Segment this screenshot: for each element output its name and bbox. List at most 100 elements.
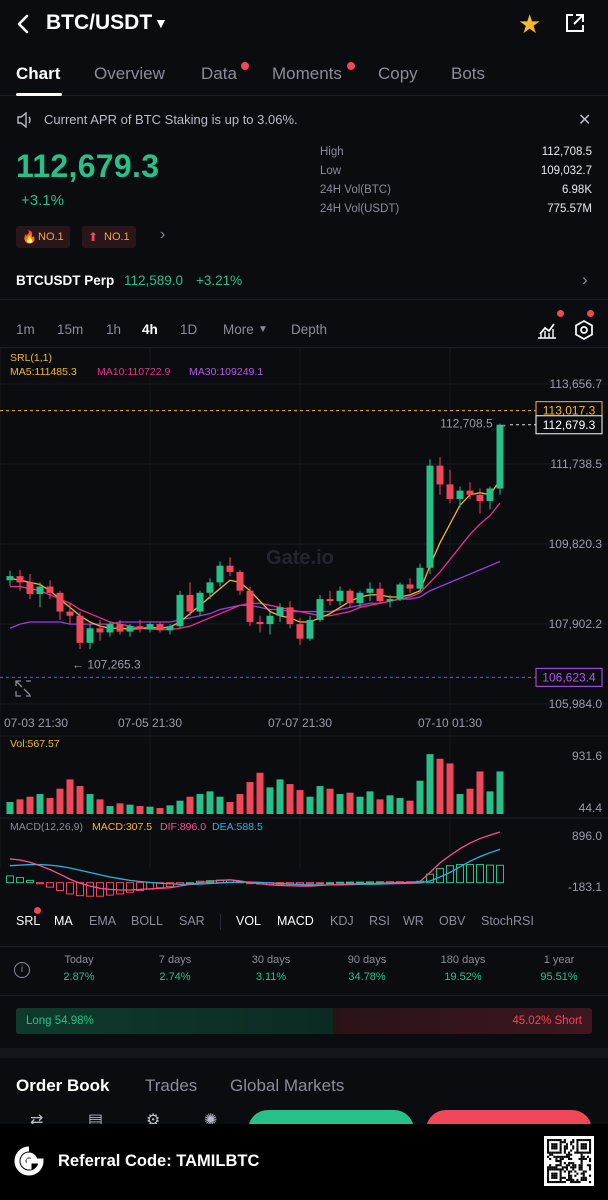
qr-module (580, 1139, 583, 1142)
divider (220, 914, 221, 930)
qr-module (570, 1141, 573, 1144)
qr-module (572, 1162, 575, 1165)
qr-module (555, 1166, 558, 1169)
star-icon[interactable]: ★ (518, 9, 542, 39)
close-icon[interactable]: ✕ (578, 112, 592, 129)
tab-copy[interactable]: Copy (378, 64, 418, 83)
qr-module (563, 1162, 566, 1165)
qr-module (553, 1143, 556, 1146)
volume-bar (76, 786, 84, 814)
qr-module (561, 1166, 564, 1169)
qr-module (582, 1157, 585, 1160)
qr-module (549, 1153, 552, 1156)
macd-histogram-bar (16, 877, 24, 884)
pair-title[interactable]: BTC/USDT (46, 11, 153, 34)
volume-bar (106, 806, 114, 814)
perp-row[interactable]: BTCUSDT Perp 112,589.0 +3.21% › (0, 262, 608, 300)
low-annotation: ← 107,265.3 (72, 658, 141, 672)
info-icon[interactable]: i (14, 962, 30, 978)
qr-module (553, 1176, 556, 1179)
interval-1h[interactable]: 1h (106, 322, 122, 337)
qr-module (570, 1174, 573, 1177)
interval-4h[interactable]: 4h (142, 322, 158, 337)
qr-module (553, 1172, 556, 1175)
price-chart[interactable]: Gate.io 113,656.7 111,738.5 109,820.3 107,90… (0, 348, 608, 908)
qr-module (555, 1143, 558, 1146)
badge-label: NO.1 (104, 231, 130, 243)
candle (36, 586, 44, 595)
indicator-stochrsi[interactable]: StochRSI (481, 914, 534, 928)
candle (16, 576, 24, 583)
back-arrow-icon[interactable] (12, 10, 36, 38)
qr-module (561, 1155, 564, 1158)
qr-module (561, 1168, 564, 1171)
share-icon[interactable] (564, 12, 586, 34)
qr-module (555, 1155, 558, 1158)
qr-module (570, 1143, 573, 1146)
candle (306, 619, 314, 639)
interval-depth[interactable]: Depth (291, 322, 328, 337)
candle (6, 576, 14, 581)
settings-eye-icon[interactable] (573, 319, 595, 341)
indicator-obv[interactable]: OBV (439, 914, 466, 928)
stat-value-vol-btc: 6.98K (561, 184, 592, 196)
chevron-down-icon[interactable]: ▼ (154, 15, 168, 31)
announcement-bar[interactable]: Current APR of BTC Staking is up to 3.06… (0, 108, 608, 132)
interval-1m[interactable]: 1m (16, 322, 35, 337)
qr-module (582, 1176, 585, 1179)
qr-module (559, 1151, 562, 1154)
interval-15m[interactable]: 15m (57, 322, 84, 337)
indicator-wr[interactable]: WR (403, 914, 424, 928)
qr-module (553, 1155, 556, 1158)
indicator-ma[interactable]: MA (54, 914, 73, 928)
qr-module (574, 1166, 577, 1169)
qr-module (576, 1149, 579, 1152)
qr-module (559, 1172, 562, 1175)
indicator-rsi[interactable]: RSI (369, 914, 390, 928)
tab-trades[interactable]: Trades (145, 1076, 198, 1095)
qr-module (578, 1164, 581, 1167)
indicator-chart-icon[interactable] (536, 319, 558, 341)
interval-1d[interactable]: 1D (180, 322, 198, 337)
rank-badge-gainer[interactable]: ⬆ NO.1 (82, 226, 136, 248)
qr-code (544, 1136, 594, 1186)
candle (276, 607, 284, 616)
chevron-right-icon[interactable]: › (160, 226, 166, 243)
rocket-icon: ⬆ (88, 230, 99, 244)
qr-module (549, 1168, 552, 1171)
volume-bar (26, 796, 34, 814)
chevron-down-icon[interactable]: ▼ (258, 324, 268, 335)
tab-bots[interactable]: Bots (451, 64, 486, 83)
referral-code: Referral Code: TAMILBTC (58, 1152, 260, 1170)
volume-bar (146, 806, 154, 814)
qr-module (561, 1181, 564, 1184)
indicator-sar[interactable]: SAR (179, 914, 205, 928)
perp-change: +3.21% (196, 273, 243, 288)
volume-bar (206, 791, 214, 814)
tab-order-book[interactable]: Order Book (16, 1076, 110, 1095)
tab-chart[interactable]: Chart (16, 64, 61, 83)
tab-overview[interactable]: Overview (94, 64, 165, 83)
indicator-kdj[interactable]: KDJ (330, 914, 354, 928)
indicator-ema[interactable]: EMA (89, 914, 117, 928)
qr-module (557, 1151, 560, 1154)
tab-global-markets[interactable]: Global Markets (230, 1076, 345, 1095)
qr-module (578, 1151, 581, 1154)
candle (86, 628, 94, 643)
ma30-label: MA30:109249.1 (189, 366, 264, 378)
indicator-boll[interactable]: BOLL (131, 914, 163, 928)
tab-moments[interactable]: Moments (272, 64, 342, 83)
qr-module (576, 1151, 579, 1154)
qr-module (559, 1145, 562, 1148)
qr-module (553, 1166, 556, 1169)
volume-bar (196, 794, 204, 814)
expand-icon[interactable] (15, 680, 31, 697)
tab-data[interactable]: Data (201, 64, 237, 83)
rank-badge-hot[interactable]: 🔥 NO.1 (16, 226, 70, 248)
indicator-macd[interactable]: MACD (277, 914, 314, 928)
qr-module (572, 1145, 575, 1148)
interval-more[interactable]: More (223, 322, 254, 337)
price-axis-label: 109,820.3 (549, 537, 603, 551)
indicator-vol[interactable]: VOL (236, 914, 262, 928)
indicator-srl[interactable]: SRL (16, 914, 41, 928)
